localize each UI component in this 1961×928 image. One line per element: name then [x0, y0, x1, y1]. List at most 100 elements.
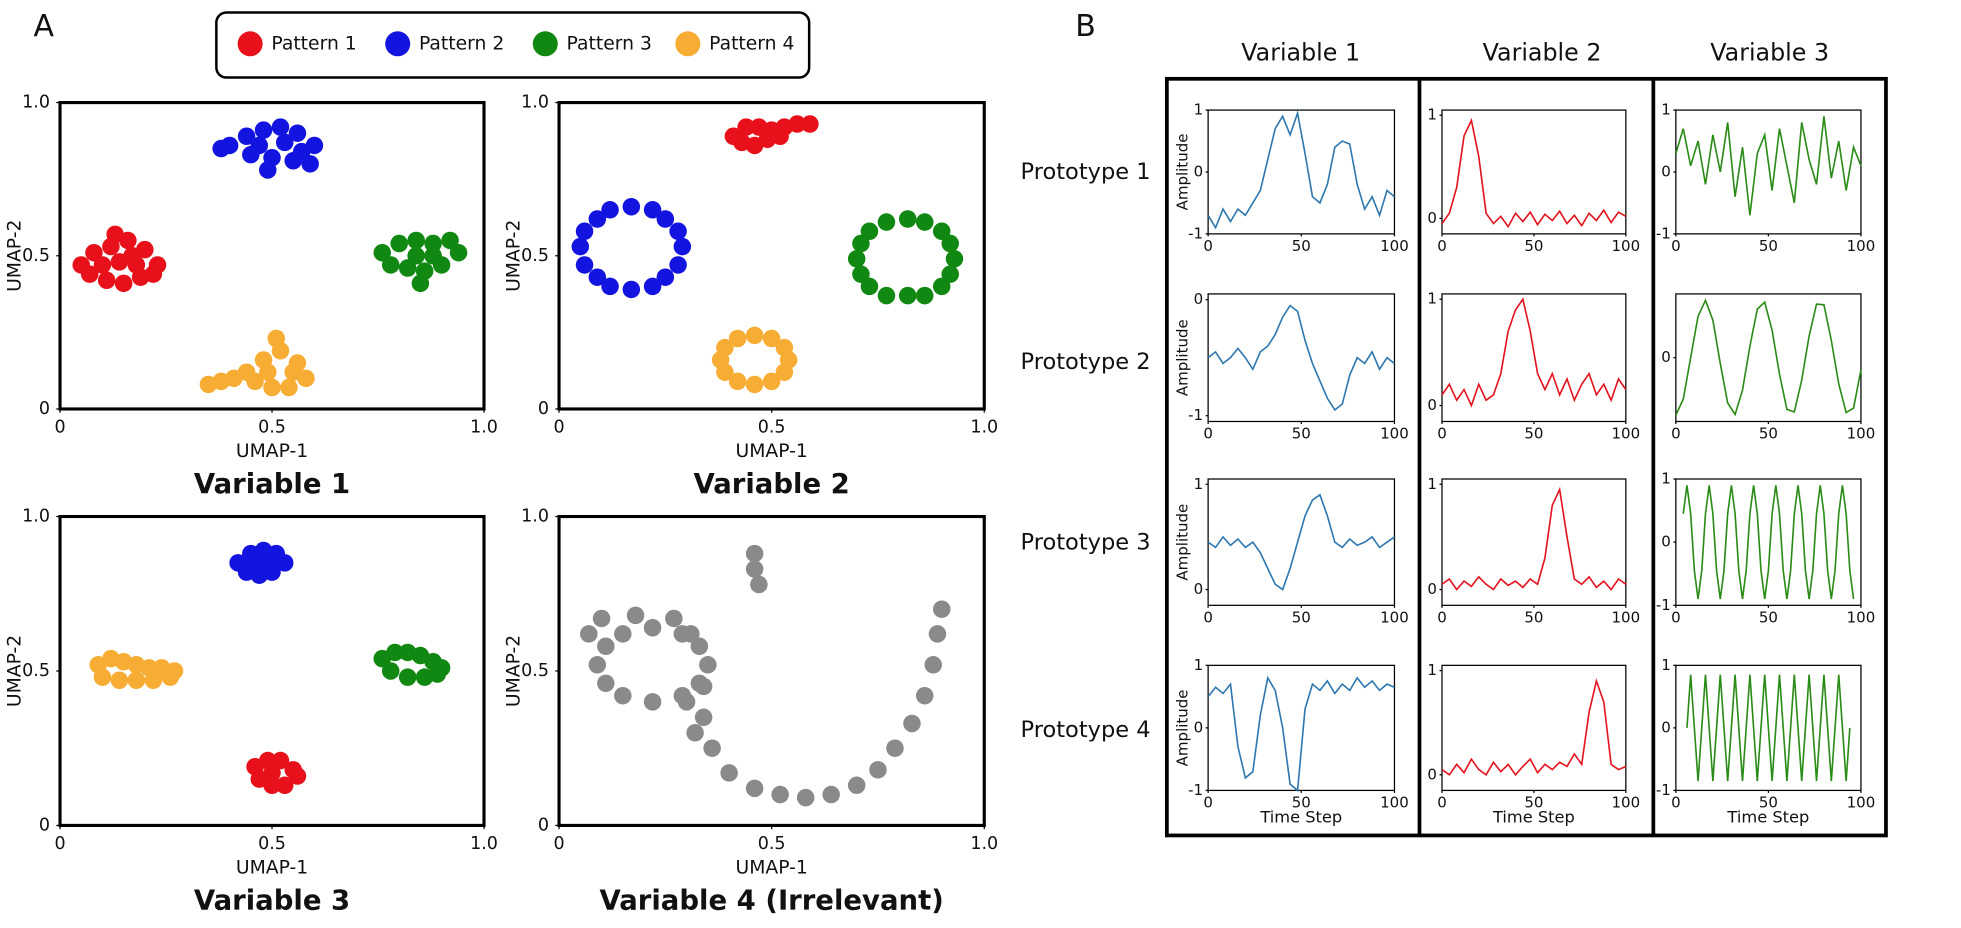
- point: [941, 234, 959, 253]
- point: [626, 606, 645, 625]
- point: [622, 280, 641, 299]
- plot-frame: [1207, 478, 1396, 606]
- x-tick-label: 50: [1524, 424, 1543, 442]
- point: [898, 286, 917, 305]
- y-tick-label: 0.5: [521, 246, 549, 266]
- panel-label: B: [1075, 9, 1096, 44]
- point: [682, 625, 700, 643]
- x-tick-label: 0: [1203, 424, 1213, 442]
- y-tick-label: -1: [1656, 781, 1671, 799]
- x-tick-label: 100: [1380, 793, 1409, 811]
- y-tick-label: 0: [39, 815, 50, 835]
- series-line: [1441, 678, 1627, 777]
- point: [898, 210, 917, 228]
- y-tick-label: 0: [1194, 162, 1204, 180]
- point: [694, 677, 713, 696]
- prototype-frame: [1164, 76, 1888, 838]
- x-tick-label: 50: [1292, 237, 1311, 255]
- y-tick-label: 0: [1427, 396, 1437, 414]
- y-tick-label: 1.0: [22, 93, 50, 113]
- x-tick-label: 1.0: [470, 834, 498, 854]
- x-tick-label: 0: [54, 834, 65, 854]
- point: [745, 326, 764, 345]
- row-label: Prototype 3: [1021, 529, 1151, 555]
- point: [212, 139, 230, 158]
- x-tick-label: 0.5: [258, 418, 286, 438]
- x-axis-label: UMAP-1: [735, 857, 807, 878]
- y-tick-label: 0: [1661, 533, 1671, 551]
- x-tick-label: 0: [54, 418, 65, 438]
- x-tick-label: 100: [1612, 237, 1641, 255]
- point: [728, 329, 747, 348]
- y-tick-label: 1: [1427, 475, 1437, 493]
- x-tick-label: 50: [1759, 237, 1778, 255]
- chart-title: Variable 3: [194, 885, 350, 917]
- x-tick-label: 0: [1671, 424, 1681, 442]
- legend-marker: [532, 31, 558, 57]
- chart-title: Variable 1: [194, 468, 350, 500]
- x-tick-label: 0.5: [258, 834, 286, 854]
- plot-frame: [1207, 293, 1396, 423]
- point: [745, 375, 764, 394]
- point: [771, 127, 789, 146]
- point: [386, 643, 404, 662]
- point: [428, 665, 447, 683]
- y-tick-label: 0.5: [521, 661, 549, 681]
- x-tick-label: 1.0: [970, 418, 998, 438]
- point: [915, 686, 934, 705]
- point: [614, 686, 632, 705]
- point: [932, 277, 951, 296]
- point: [571, 237, 590, 256]
- point: [275, 554, 294, 572]
- point: [398, 668, 417, 686]
- y-tick-label: 1.0: [22, 507, 50, 527]
- series-line: [1441, 117, 1627, 229]
- point: [643, 693, 662, 711]
- point: [728, 372, 747, 391]
- point: [301, 155, 319, 173]
- point: [373, 243, 391, 262]
- x-axis-label: UMAP-1: [735, 441, 807, 462]
- point: [822, 785, 840, 804]
- chart-title: Variable 4 (Irrelevant): [599, 885, 943, 917]
- point: [93, 256, 112, 274]
- point: [869, 761, 887, 779]
- chart-title: Variable 2: [693, 468, 849, 500]
- series-line: [1207, 304, 1395, 412]
- y-tick-label: -1: [1188, 406, 1203, 424]
- x-tick-label: 100: [1847, 793, 1876, 811]
- series-line: [1441, 486, 1627, 591]
- point: [703, 739, 721, 757]
- point: [656, 268, 675, 286]
- point: [762, 329, 781, 348]
- point: [246, 554, 264, 572]
- y-axis-label: UMAP-2: [504, 220, 525, 292]
- x-tick-label: 100: [1847, 608, 1876, 626]
- point: [161, 668, 180, 686]
- y-tick-label: 0.5: [22, 246, 50, 266]
- point: [847, 250, 866, 268]
- plot-frame: [557, 514, 986, 827]
- point: [110, 671, 129, 690]
- point: [93, 668, 112, 686]
- point: [694, 708, 713, 727]
- x-tick-label: 100: [1612, 793, 1641, 811]
- y-axis-label: UMAP-2: [5, 635, 26, 707]
- series-line: [1207, 109, 1395, 230]
- x-tick-label: 0: [1437, 793, 1447, 811]
- y-tick-label: 1: [1661, 470, 1671, 488]
- point: [254, 121, 273, 139]
- plot-frame: [1675, 293, 1862, 423]
- point: [588, 268, 607, 286]
- y-tick-label: 1: [1194, 101, 1204, 119]
- point: [762, 372, 781, 391]
- point: [788, 115, 806, 133]
- point: [656, 210, 675, 228]
- x-tick-label: 0: [1671, 793, 1681, 811]
- x-tick-label: 0: [1437, 424, 1447, 442]
- point: [398, 259, 417, 277]
- x-axis-label: Time Step: [1492, 807, 1575, 826]
- x-tick-label: 100: [1380, 424, 1409, 442]
- point: [677, 693, 696, 711]
- point: [259, 161, 277, 179]
